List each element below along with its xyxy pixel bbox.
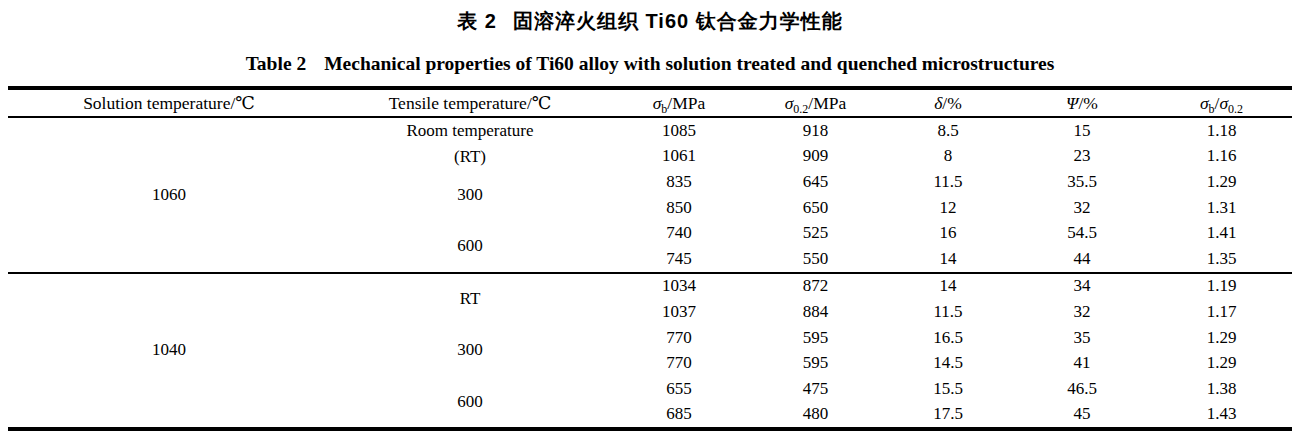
delta-cell: 8	[883, 144, 1013, 170]
sigma-02-cell: 475	[748, 376, 883, 402]
ratio-cell: 1.29	[1151, 169, 1292, 195]
psi-cell: 32	[1013, 195, 1151, 221]
delta-cell: 15.5	[883, 376, 1013, 402]
table-row: 1060 Room temperature (RT) 1085 918 8.5 …	[8, 117, 1292, 144]
psi-cell: 35.5	[1013, 169, 1151, 195]
delta-cell: 16.5	[883, 325, 1013, 351]
sigma-b-cell: 1034	[610, 273, 748, 300]
delta-cell: 16	[883, 220, 1013, 246]
sigma-b-cell: 850	[610, 195, 748, 221]
caption-label-cn: 表 2	[457, 10, 497, 32]
header-row: Solution temperature/℃ Tensile temperatu…	[8, 88, 1292, 117]
sigma-b-cell: 1061	[610, 144, 748, 170]
sigma-02-cell: 480	[748, 402, 883, 430]
table-caption-chinese: 表 2 固溶淬火组织 Ti60 钛合金力学性能	[0, 0, 1300, 33]
caption-text-en: Mechanical properties of Ti60 alloy with…	[324, 53, 1054, 74]
tensile-temp-cell: 300	[330, 169, 610, 220]
sigma-02-cell: 650	[748, 195, 883, 221]
psi-cell: 54.5	[1013, 220, 1151, 246]
caption-label-en: Table 2	[246, 53, 307, 74]
psi-cell: 46.5	[1013, 376, 1151, 402]
mechanical-properties-table: Solution temperature/℃ Tensile temperatu…	[8, 86, 1292, 431]
table-caption-english: Table 2 Mechanical properties of Ti60 all…	[0, 52, 1300, 76]
ratio-cell: 1.18	[1151, 117, 1292, 144]
ratio-cell: 1.43	[1151, 402, 1292, 430]
tensile-label-line1: Room temperature	[330, 118, 610, 144]
sigma-b-cell: 770	[610, 325, 748, 351]
sigma-b-cell: 835	[610, 169, 748, 195]
sigma-02-cell: 872	[748, 273, 883, 300]
tensile-temp-cell: 300	[330, 325, 610, 376]
delta-cell: 8.5	[883, 117, 1013, 144]
col-header-sigma-b: σb/MPa	[610, 88, 748, 117]
tensile-temp-cell: 600	[330, 220, 610, 272]
solution-temp-cell: 1040	[8, 273, 330, 430]
ratio-cell: 1.29	[1151, 350, 1292, 376]
sigma-b-cell: 1037	[610, 299, 748, 325]
psi-cell: 34	[1013, 273, 1151, 300]
subscript: b	[1209, 102, 1215, 116]
sigma-02-cell: 595	[748, 350, 883, 376]
subscript: b	[661, 102, 667, 116]
delta-cell: 14	[883, 246, 1013, 273]
sigma-b-cell: 1085	[610, 117, 748, 144]
sigma-symbol: σ	[1200, 93, 1209, 113]
col-header-sigma-02: σ0.2/MPa	[748, 88, 883, 117]
table-row: 1040 RT 1034 872 14 34 1.19	[8, 273, 1292, 300]
ratio-cell: 1.17	[1151, 299, 1292, 325]
psi-cell: 44	[1013, 246, 1151, 273]
unit-text: /MPa	[667, 93, 705, 113]
col-header-ratio: σb/σ0.2	[1151, 88, 1292, 117]
sigma-02-cell: 550	[748, 246, 883, 273]
psi-symbol: Ψ	[1066, 93, 1078, 113]
subscript: 0.2	[793, 102, 808, 116]
sigma-symbol: σ	[1219, 93, 1228, 113]
sigma-b-cell: 740	[610, 220, 748, 246]
sigma-02-cell: 645	[748, 169, 883, 195]
col-header-tensile-temperature: Tensile temperature/℃	[330, 88, 610, 117]
tensile-temp-cell: 600	[330, 376, 610, 429]
tensile-temp-cell: RT	[330, 273, 610, 325]
unit-text: /%	[1078, 93, 1097, 113]
ratio-cell: 1.41	[1151, 220, 1292, 246]
delta-cell: 12	[883, 195, 1013, 221]
sigma-02-cell: 918	[748, 117, 883, 144]
psi-cell: 35	[1013, 325, 1151, 351]
delta-cell: 14.5	[883, 350, 1013, 376]
solution-temp-cell: 1060	[8, 117, 330, 273]
col-header-psi: Ψ/%	[1013, 88, 1151, 117]
col-header-solution-temperature: Solution temperature/℃	[8, 88, 330, 117]
psi-cell: 45	[1013, 402, 1151, 430]
ratio-cell: 1.31	[1151, 195, 1292, 221]
tensile-temp-cell: Room temperature (RT)	[330, 117, 610, 169]
psi-cell: 15	[1013, 117, 1151, 144]
col-header-delta: δ/%	[883, 88, 1013, 117]
ratio-cell: 1.38	[1151, 376, 1292, 402]
unit-text: /%	[942, 93, 961, 113]
ratio-cell: 1.19	[1151, 273, 1292, 300]
psi-cell: 41	[1013, 350, 1151, 376]
subscript: 0.2	[1228, 102, 1243, 116]
ratio-cell: 1.16	[1151, 144, 1292, 170]
sigma-b-cell: 770	[610, 350, 748, 376]
paper-table-figure: 表 2 固溶淬火组织 Ti60 钛合金力学性能 Table 2 Mechanical…	[0, 0, 1300, 440]
tensile-label-line2: (RT)	[330, 144, 610, 170]
sigma-02-cell: 909	[748, 144, 883, 170]
delta-cell: 11.5	[883, 169, 1013, 195]
unit-text: /MPa	[808, 93, 846, 113]
ratio-cell: 1.29	[1151, 325, 1292, 351]
caption-text-cn: 固溶淬火组织 Ti60 钛合金力学性能	[513, 10, 843, 32]
delta-cell: 11.5	[883, 299, 1013, 325]
delta-cell: 14	[883, 273, 1013, 300]
sigma-02-cell: 595	[748, 325, 883, 351]
sigma-b-cell: 745	[610, 246, 748, 273]
sigma-02-cell: 884	[748, 299, 883, 325]
delta-cell: 17.5	[883, 402, 1013, 430]
psi-cell: 23	[1013, 144, 1151, 170]
psi-cell: 32	[1013, 299, 1151, 325]
sigma-02-cell: 525	[748, 220, 883, 246]
ratio-cell: 1.35	[1151, 246, 1292, 273]
sigma-b-cell: 655	[610, 376, 748, 402]
sigma-b-cell: 685	[610, 402, 748, 430]
